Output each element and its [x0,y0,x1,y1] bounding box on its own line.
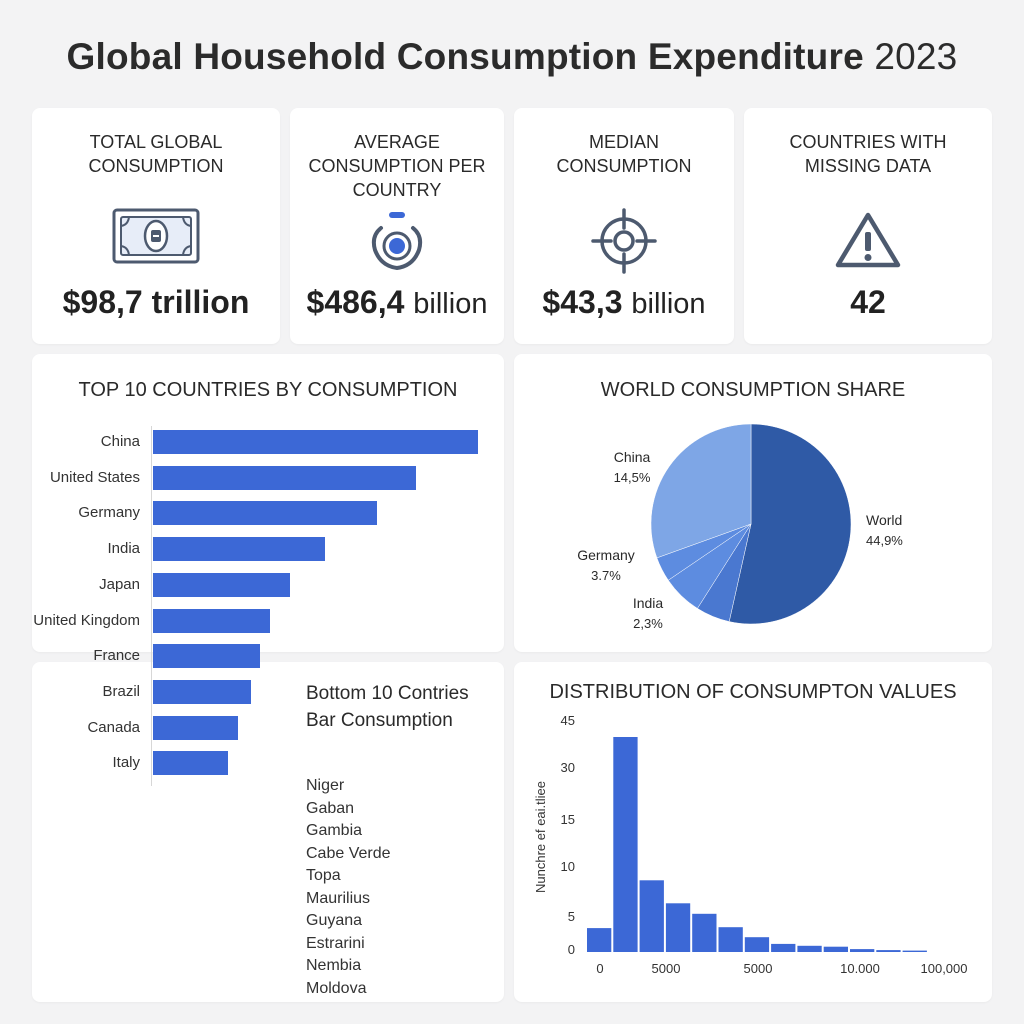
histogram-y-tick: 45 [561,713,575,728]
top10-bar-label: India [107,540,140,558]
bottom10-item: Moldova [306,979,367,997]
histogram-bar [692,913,717,952]
histogram-bar [876,950,901,952]
kpi-label: Median Consumption [556,132,692,176]
bottom10-list: Niger Gaban Gambia Cabe Verde Topa Maurilius G… [306,775,391,1000]
pie-label: World [866,512,902,528]
kpi-value: $43,3 billion [542,284,706,320]
top10-bar [153,537,326,562]
histogram-y-tick: 5 [568,909,575,924]
top10-bar-label: France [93,647,140,665]
histogram-bar [850,949,875,952]
top10-bar [153,715,238,740]
banknote-icon [112,208,200,269]
pie-percent-label: 44,9% [866,533,903,548]
pin-icon [367,210,427,277]
top10-bar-label: Canada [87,718,140,736]
kpi-card-average: Average Consumption per Country $486,4 b… [290,108,504,344]
pie-label: China [614,449,651,465]
top10-bar [153,751,228,776]
pie-percent-label: 2,3% [633,616,663,631]
histogram-bar [771,943,796,952]
histogram-bar [587,928,612,952]
top10-axis-line [151,426,152,786]
top10-bar [153,465,417,490]
bottom10-item: Gambia [306,822,363,839]
page-title: Global Household Consumption Expenditure… [0,36,1024,78]
kpi-label: Countries with Missing Data [789,132,947,176]
top10-bar [153,679,251,704]
histogram-y-tick: 0 [568,942,575,957]
pie-percent-label: 3.7% [591,568,621,583]
pie-label: Germany [577,547,635,563]
histogram-x-tick: 100,000 [921,961,968,976]
kpi-label: Total Global Consumption [88,132,224,176]
histogram-bar [902,950,927,952]
histogram-x-tick: 0 [596,961,603,976]
title-text: Global Household Consumption Expenditure [66,36,864,77]
top10-bar [153,608,270,633]
bottom10-item: Guyana [306,912,363,929]
warning-icon [834,210,902,275]
bottom10-item: Cabe Verde [306,844,391,862]
histogram-bar [665,903,691,952]
bottom10-item: Niger [306,777,345,794]
histogram-bar [823,946,848,952]
histogram-bar [797,945,822,952]
bottom10-title: Bottom 10 Contries Bar Consumption [306,683,469,731]
target-icon [591,208,657,279]
top10-bar-label: Germany [78,504,140,522]
histogram-bar [718,927,743,952]
kpi-value: $486,4 billion [306,284,488,320]
pie-percent-label: 14,5% [614,470,651,485]
top10-bar-label: United Kingdom [33,611,140,629]
bottom10-item: Topa [306,867,341,884]
top10-bar [153,501,378,526]
top10-bar [153,644,261,669]
bottom10-card [32,662,504,1002]
title-year: 2023 [874,36,958,77]
top10-bar-label: Brazil [102,682,140,700]
top10-bar [153,430,478,454]
pie-slice [650,423,752,559]
share-title: World Consumption Share [600,379,906,401]
histogram-x-tick: 10.000 [840,961,880,976]
pie-label: India [633,595,664,611]
histogram-y-tick: 30 [561,760,575,775]
histogram-x-tick: 5000 [652,961,681,976]
top10-bar-label: China [100,433,140,450]
kpi-value: 42 [850,284,886,320]
pie-slice [728,423,852,625]
histogram-bar [613,737,638,952]
bottom10-item: Estrarini [306,934,365,952]
top10-bar-label: United States [49,468,140,486]
bottom10-item: Maurilius [306,889,371,907]
distribution-title: Distribution of Consumpton Values [549,681,957,703]
kpi-card-total: Total Global Consumption $98,7 trillion [32,108,280,344]
kpi-label: Average Consumption per Country [308,132,486,200]
share-pie-chart: World 44,9% India 2,3% Germany 3.7% China 14,5% [577,423,903,631]
kpi-card-missing: Countries with Missing Data 42 [744,108,992,344]
histogram-y-axis-label: Nunchre ef eai.tliee [533,781,548,893]
top10-title: Top 10 Countries by Consumption [78,379,458,401]
histogram-y-tick: 10 [561,859,575,874]
top10-bar-label: Japan [99,575,140,593]
histogram-bar [639,880,664,952]
histogram-bar [744,937,770,952]
histogram-x-tick: 5000 [744,961,773,976]
distribution-histogram: 0 5 10 15 30 45 0 5000 5000 10.000 100,000 Nunchre … [533,713,968,976]
top10-bar [153,572,290,597]
top10-bar-label: Italy [112,754,140,772]
kpi-value: $98,7 trillion [62,284,250,320]
histogram-y-tick: 15 [561,812,575,827]
bottom10-item: Nembia [306,957,362,974]
bottom10-item: Gaban [306,799,355,817]
kpi-card-median: Median Consumption $43,3 billion [514,108,734,344]
